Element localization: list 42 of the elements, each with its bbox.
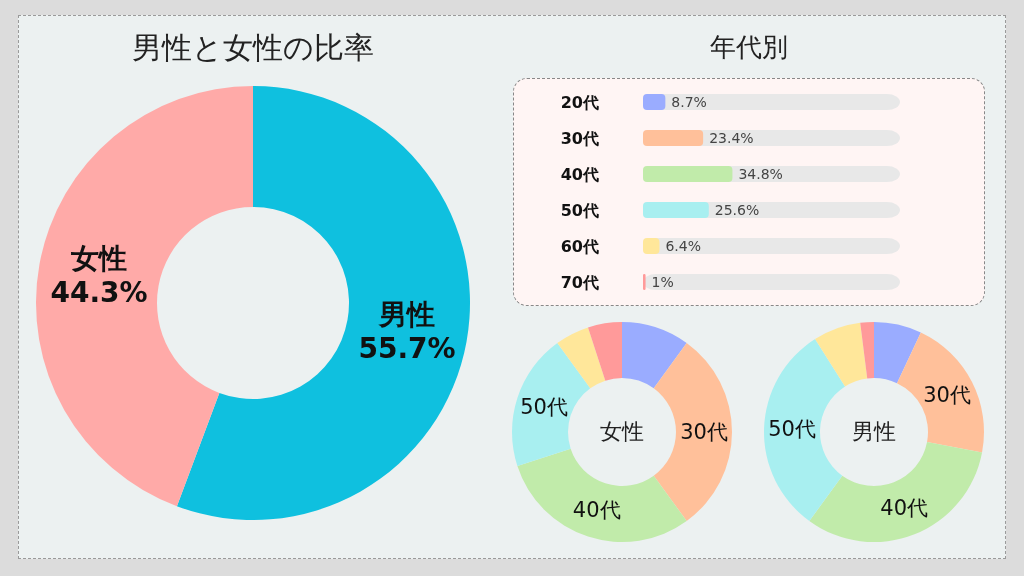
y-tick-label: 60代 [560, 236, 599, 256]
y-tick-label: 20代 [560, 92, 599, 112]
donut-slice [512, 343, 591, 466]
text: 男性 [852, 419, 896, 444]
data-label: 23.4% [709, 130, 754, 147]
donut-slice [517, 448, 687, 542]
slice-label: 30代 [923, 382, 971, 407]
donut-slice [176, 86, 470, 520]
chart-title: 年代別 [709, 31, 789, 64]
bar [643, 238, 660, 255]
data-label: 55.7% [358, 331, 456, 365]
donut-slice [874, 322, 921, 384]
y-tick-label: 40代 [560, 164, 599, 184]
chart-title: 男性と女性の比率 [131, 29, 375, 67]
donut-slice [622, 322, 687, 389]
text: 女性 [600, 419, 644, 444]
donut-slice [653, 343, 732, 521]
data-label: 8.7% [671, 94, 707, 111]
slice-label: 男性 [378, 297, 435, 331]
bar [643, 94, 666, 111]
data-label: 34.8% [738, 166, 783, 183]
slice-label: 女性 [70, 241, 127, 275]
y-tick-label: 50代 [560, 200, 599, 220]
y-tick-label: 70代 [560, 272, 599, 292]
y-tick-label: 30代 [560, 128, 599, 148]
donut-slice [860, 322, 874, 379]
slice-label: 30代 [680, 420, 728, 444]
slice-label: 40代 [880, 496, 929, 521]
bar [643, 130, 704, 147]
slice-label: 50代 [768, 417, 816, 442]
slice-label: 50代 [520, 394, 568, 419]
donut-slice [557, 327, 606, 389]
donut-slice [896, 332, 984, 453]
donut-slice [815, 322, 868, 387]
donut-slice [36, 86, 253, 507]
data-label: 44.3% [50, 275, 148, 309]
data-label: 6.4% [665, 238, 702, 255]
donut-slice [588, 322, 622, 381]
donut-slice [809, 442, 983, 542]
data-label: 25.6% [714, 202, 760, 219]
data-label: 1% [651, 274, 674, 291]
donut-slice [764, 339, 846, 521]
